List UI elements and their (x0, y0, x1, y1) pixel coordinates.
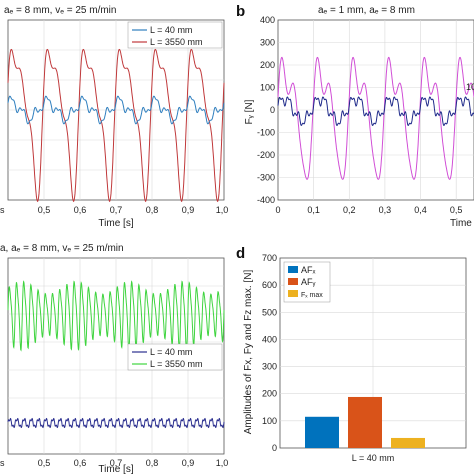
legend-d-label-1: AFₓ (301, 265, 316, 275)
x-tick-label-c: 0,6 (74, 458, 87, 468)
x-tick-label-b: 0 (275, 205, 280, 215)
x-tick-label-a: 1,0 (216, 205, 229, 215)
series-line-b-large (277, 56, 474, 180)
x-tick-label-a: 0,8 (146, 205, 159, 215)
series-line-c-3550mm (7, 280, 225, 352)
panel-c-edge-label: s (0, 458, 5, 468)
panel-c-title: a, aₑ = 8 mm, vₑ = 25 m/min (0, 243, 124, 254)
panel-a-xlabel: Time [s] (98, 218, 133, 229)
x-tick-label-a: 0,7 (110, 205, 123, 215)
x-tick-label-c: 0,9 (182, 458, 195, 468)
y-tick-label-b: 400 (260, 15, 275, 25)
y-tick-label-b: -200 (257, 150, 275, 160)
panel-d-letter: d (236, 245, 245, 262)
panel-d-bars (305, 396, 425, 448)
panel-b-right-tick: 100 (466, 82, 474, 92)
panel-b-letter: b (236, 3, 245, 20)
y-tick-label-d: 300 (262, 362, 277, 372)
y-tick-label-b: 100 (260, 83, 275, 93)
panel-d: d 700 600 500 400 300 200 100 0 Amplitudes of F… (236, 245, 467, 463)
x-tick-label-b: 0,2 (343, 205, 356, 215)
panel-d-ylabel: Amplitudes of Fx, Fy and Fz max. [N] (243, 270, 254, 435)
x-tick-label-c: 0,7 (110, 458, 123, 468)
panel-a-grid (8, 20, 224, 200)
panel-a-title: aₑ = 8 mm, vₑ = 25 m/min (4, 5, 116, 16)
y-tick-label-b: 0 (270, 105, 275, 115)
series-line-c-40mm (7, 417, 225, 429)
y-tick-label-b: -400 (257, 195, 275, 205)
panel-a-legend: L = 40 mm L = 3550 mm (127, 21, 223, 49)
y-tick-label-d: 700 (262, 253, 277, 263)
y-tick-label-b: -300 (257, 173, 275, 183)
panel-d-xlabel: L = 40 mm (352, 453, 394, 463)
legend-d-swatch-2 (288, 278, 298, 285)
legend-d-label-3: Fₓ max (301, 292, 323, 299)
panel-c-xlabel: Time [s] (98, 464, 133, 474)
x-tick-label-b: 0,1 (307, 205, 320, 215)
panel-b-xlabel: Time [s (450, 218, 474, 229)
y-tick-label-d: 200 (262, 389, 277, 399)
x-tick-label-c: 0,5 (38, 458, 51, 468)
panel-c-lines (7, 280, 225, 429)
x-tick-label-b: 0,3 (379, 205, 392, 215)
bar-d-3 (391, 437, 425, 448)
series-line-a-3550mm (7, 48, 225, 203)
x-tick-label-b: 0,4 (414, 205, 427, 215)
panel-c: a, aₑ = 8 mm, vₑ = 25 m/min L = 40 mm L … (0, 243, 228, 474)
y-tick-label-d: 0 (272, 443, 277, 453)
series-line-a-40mm (7, 95, 225, 125)
x-tick-label-c: 0,8 (146, 458, 159, 468)
panel-c-x-ticks: 0,5 0,6 0,7 0,8 0,9 1,0 (38, 458, 229, 468)
panel-b-y-ticks: 400 300 200 100 0 -100 -200 -300 -400 (257, 15, 275, 205)
y-tick-label-d: 500 (262, 307, 277, 317)
x-tick-label-b: 0,5 (450, 205, 463, 215)
x-tick-label-c: 1,0 (216, 458, 229, 468)
x-tick-label-a: 0,5 (38, 205, 51, 215)
legend-c-label-2: L = 3550 mm (150, 359, 202, 369)
panel-b-lines (277, 56, 474, 180)
bar-d-2 (348, 396, 382, 448)
panel-a-lines (7, 48, 225, 203)
legend-a-label-2: L = 3550 mm (150, 37, 202, 47)
panel-b-ylabel: Fᵧ [N] (244, 99, 255, 124)
panel-b: b aₑ = 1 mm, aₑ = 8 mm 400 300 200 100 0 -100… (236, 3, 474, 229)
x-tick-label-a: 0,9 (182, 205, 195, 215)
legend-d-swatch-1 (288, 266, 298, 273)
y-tick-label-d: 100 (262, 416, 277, 426)
panel-d-y-ticks: 700 600 500 400 300 200 100 0 (262, 253, 277, 453)
x-tick-label-a: 0,6 (74, 205, 87, 215)
y-tick-label-b: 200 (260, 60, 275, 70)
panel-a-edge-label: s (0, 205, 5, 215)
legend-c-label-1: L = 40 mm (150, 347, 192, 357)
y-tick-label-b: 300 (260, 38, 275, 48)
legend-d-label-2: AFᵧ (301, 277, 316, 287)
panel-a-x-ticks: 0,5 0,6 0,7 0,8 0,9 1,0 (38, 205, 229, 215)
panel-a: aₑ = 8 mm, vₑ = 25 m/min L = 40 mm L = 3… (0, 5, 228, 229)
panel-c-legend: L = 40 mm L = 3550 mm (127, 343, 223, 371)
panel-b-title: aₑ = 1 mm, aₑ = 8 mm (318, 5, 415, 16)
y-tick-label-d: 400 (262, 334, 277, 344)
panel-b-x-ticks: 0 0,1 0,2 0,3 0,4 0,5 (275, 205, 462, 215)
legend-a-label-1: L = 40 mm (150, 25, 192, 35)
series-line-b-small (277, 96, 474, 126)
panel-d-legend: AFₓ AFᵧ Fₓ max (283, 261, 331, 303)
y-tick-label-d: 600 (262, 280, 277, 290)
legend-d-swatch-3 (288, 290, 298, 297)
bar-d-1 (305, 416, 339, 448)
y-tick-label-b: -100 (257, 128, 275, 138)
